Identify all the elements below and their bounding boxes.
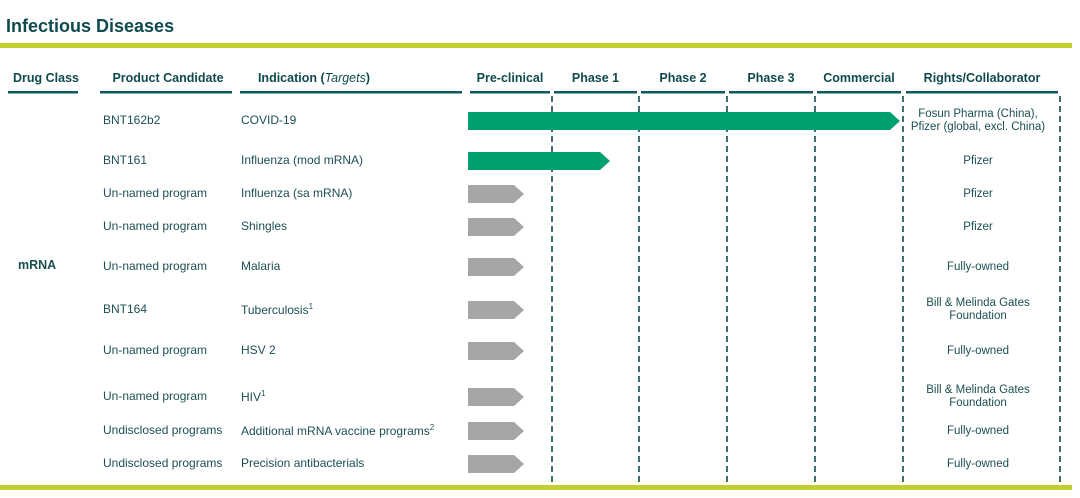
rights: Fully-owned: [947, 344, 1009, 357]
footnote-ref: 1: [308, 302, 314, 311]
header-underline: [817, 91, 901, 94]
rights: Foundation: [949, 397, 1007, 409]
indication: Influenza (mod mRNA): [241, 153, 363, 167]
header: Phase 3: [747, 71, 795, 85]
footnote-ref: 1: [261, 389, 266, 398]
rights: Foundation: [949, 310, 1007, 322]
header-text: Targets: [324, 71, 366, 85]
indication-text: Malaria: [241, 259, 281, 273]
indication-text: Influenza (sa mRNA): [241, 186, 353, 200]
progress-arrow: [468, 342, 524, 360]
rights: Bill & Melinda Gates: [926, 297, 1030, 309]
product: Un-named program: [103, 186, 208, 200]
title: Infectious Diseases: [6, 16, 175, 36]
progress-arrow: [468, 218, 524, 236]
header: Product Candidate: [112, 71, 224, 85]
progress-arrow: [468, 152, 610, 170]
header-underline: [641, 91, 725, 94]
top-rule: [0, 43, 1072, 48]
header: Phase 2: [659, 71, 707, 85]
indication: COVID-19: [241, 113, 296, 127]
progress-arrow: [468, 185, 524, 203]
rights: Fully-owned: [947, 260, 1009, 273]
indication: Additional mRNA vaccine programs2: [241, 423, 434, 438]
indication: Shingles: [241, 219, 287, 233]
indication-text: HIV: [241, 390, 262, 404]
progress-arrow: [468, 258, 524, 276]
rights: Bill & Melinda Gates: [926, 384, 1030, 396]
progress-arrow: [468, 112, 900, 130]
product: BNT162b2: [103, 113, 161, 127]
header-underline: [470, 91, 550, 94]
product: Un-named program: [103, 389, 208, 403]
rights: Pfizer: [963, 220, 993, 233]
progress-arrow: [468, 388, 524, 406]
indication: HIV1: [241, 389, 265, 404]
drug-class: mRNA: [18, 258, 57, 272]
indication: Precision antibacterials: [241, 456, 364, 470]
rights: Fosun Pharma (China),: [918, 108, 1038, 120]
bottom-rule: [0, 485, 1072, 490]
rights: Pfizer (global, excl. China): [910, 121, 1046, 133]
header: Commercial: [823, 71, 895, 85]
header: Drug Class: [13, 71, 79, 85]
indication-text: Shingles: [241, 219, 288, 233]
rights: Pfizer: [963, 187, 993, 200]
rights: Pfizer: [963, 154, 993, 167]
indication: HSV 2: [241, 343, 276, 357]
header-underline: [729, 91, 813, 94]
indication-text: COVID-19: [241, 113, 297, 127]
header-underline: [8, 91, 78, 94]
footnote-ref: 2: [429, 423, 435, 432]
header-text: ): [365, 71, 371, 85]
product: Un-named program: [103, 259, 208, 273]
product: Un-named program: [103, 219, 208, 233]
product: BNT161: [103, 153, 148, 167]
indication-text: Influenza (mod mRNA): [241, 153, 364, 167]
header: Phase 1: [571, 71, 620, 85]
header-underline: [906, 91, 1058, 94]
header-underline: [100, 91, 232, 94]
rights: Fully-owned: [947, 424, 1009, 437]
indication-text: Additional mRNA vaccine programs: [241, 424, 430, 438]
header: Rights/Collaborator: [923, 71, 1041, 85]
indication-text: Tuberculosis: [241, 303, 309, 317]
indication-text: HSV 2: [241, 343, 276, 357]
product: BNT164: [103, 302, 148, 316]
progress-arrow: [468, 301, 524, 319]
header-text: Indication (: [257, 71, 325, 85]
header: Pre-clinical: [476, 71, 544, 85]
progress-arrow: [468, 422, 524, 440]
header-underline: [240, 91, 462, 94]
indication-text: Precision antibacterials: [241, 456, 365, 470]
product: Un-named program: [103, 343, 208, 357]
indication: Influenza (sa mRNA): [241, 186, 352, 200]
indication-header: Indication (Targets): [258, 71, 370, 85]
indication: Malaria: [241, 259, 280, 273]
progress-arrow: [468, 455, 524, 473]
product: Undisclosed programs: [103, 456, 223, 470]
header-underline: [554, 91, 637, 94]
product: Undisclosed programs: [103, 423, 223, 437]
rights: Fully-owned: [947, 457, 1009, 470]
indication: Tuberculosis1: [241, 302, 313, 317]
